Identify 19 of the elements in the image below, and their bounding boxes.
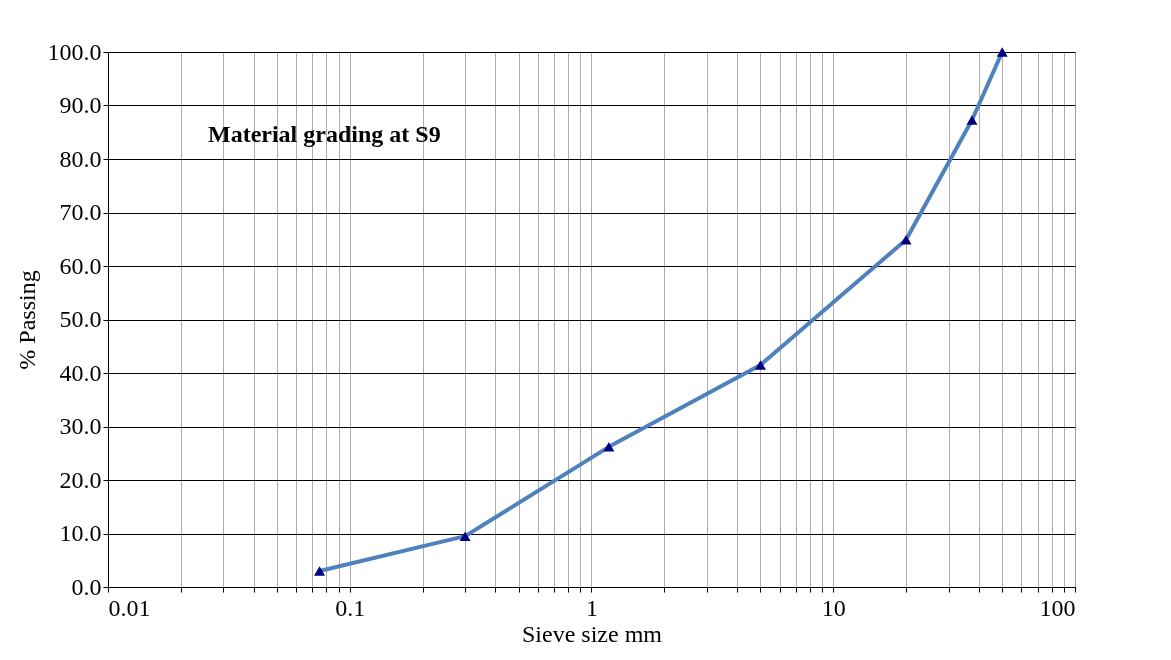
text: Material grading at S9 [208, 121, 441, 147]
y-tick-label: 30.0 [59, 413, 102, 439]
x-tick-label: 1 [586, 594, 598, 621]
y-tick-label: 0.0 [71, 573, 102, 600]
x-axis-title: Sieve size mm [522, 620, 663, 647]
x-tick-label: 0.1 [335, 594, 366, 621]
y-tick-label: 80.0 [59, 145, 102, 172]
y-tick-label: 10.0 [59, 520, 102, 546]
y-tick-label: 100.0 [47, 38, 102, 65]
y-tick-label: 60.0 [59, 252, 102, 279]
x-tick-label: 0.01 [108, 594, 151, 621]
y-tick-label: 20.0 [59, 466, 102, 493]
y-tick-label: 70.0 [59, 199, 102, 225]
y-tick-label: 40.0 [59, 359, 102, 386]
x-tick-label: 100 [1039, 594, 1076, 621]
y-axis-title: % Passing [13, 270, 40, 370]
x-tick-label: 10 [821, 594, 846, 621]
y-tick-label: 90.0 [59, 92, 102, 118]
y-tick-label: 50.0 [59, 306, 102, 332]
